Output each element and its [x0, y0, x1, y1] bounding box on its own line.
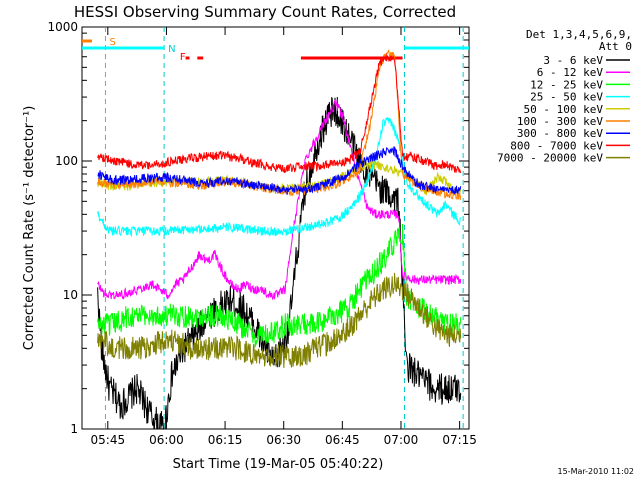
- legend-entry: 800 - 7000 keV: [510, 139, 603, 152]
- plot-frame: [81, 26, 470, 430]
- annotation-label: N: [168, 44, 175, 55]
- legend-entry: 300 - 800 keV: [517, 127, 603, 140]
- chart-title: HESSI Observing Summary Count Rates, Cor…: [74, 3, 456, 21]
- x-tick-label: 05:45: [91, 433, 126, 447]
- legend-entry: 50 - 100 keV: [524, 103, 604, 116]
- x-axis-label: Start Time (19-Mar-05 05:40:22): [173, 457, 384, 472]
- legend-header: Det 1,3,4,5,6,9,: [526, 28, 632, 41]
- y-axis-label: Corrected Count Rate (s⁻¹ detector⁻¹): [22, 106, 37, 351]
- timestamp: 15-Mar-2010 11:02: [557, 467, 635, 476]
- axis-ticks: 05:45 06:00 06:15 06:30 06:45 07:00 07:15 1 10 10…: [47, 20, 476, 447]
- legend-entry: 3 - 6 keV: [543, 54, 603, 67]
- legend-entry: 6 - 12 keV: [537, 66, 604, 79]
- x-tick-label: 07:15: [442, 433, 477, 447]
- x-tick-label: 06:00: [149, 433, 184, 447]
- x-tick-label: 06:45: [325, 433, 360, 447]
- legend-entry: 12 - 25 keV: [530, 78, 603, 91]
- y-tick-label: 100: [55, 154, 78, 168]
- legend-entry: 100 - 300 keV: [517, 115, 603, 128]
- series-line: [97, 96, 462, 431]
- legend-entry: 25 - 50 keV: [530, 91, 603, 104]
- legend-entry: 7000 - 20000 keV: [497, 152, 603, 165]
- annotation-label: F: [180, 52, 186, 63]
- series-line: [97, 53, 462, 174]
- x-tick-label: 07:00: [384, 433, 419, 447]
- annotation-label: S: [109, 37, 115, 48]
- y-tick-label: 1: [70, 422, 78, 436]
- y-tick-label: 10: [63, 288, 78, 302]
- series-line: [97, 223, 462, 348]
- x-tick-label: 06:15: [208, 433, 243, 447]
- series-lines: [97, 49, 462, 431]
- series-line: [97, 146, 462, 195]
- series-line: [97, 100, 462, 301]
- x-tick-label: 06:30: [266, 433, 301, 447]
- legend-header: Att 0: [599, 40, 632, 53]
- series-line: [97, 272, 462, 369]
- y-tick-label: 1000: [47, 20, 78, 34]
